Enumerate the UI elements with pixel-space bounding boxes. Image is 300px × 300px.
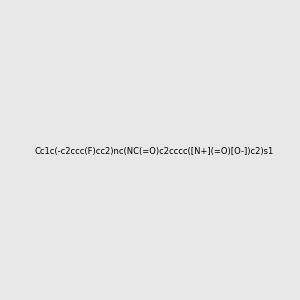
Text: Cc1c(-c2ccc(F)cc2)nc(NC(=O)c2cccc([N+](=O)[O-])c2)s1: Cc1c(-c2ccc(F)cc2)nc(NC(=O)c2cccc([N+](=… — [34, 147, 273, 156]
